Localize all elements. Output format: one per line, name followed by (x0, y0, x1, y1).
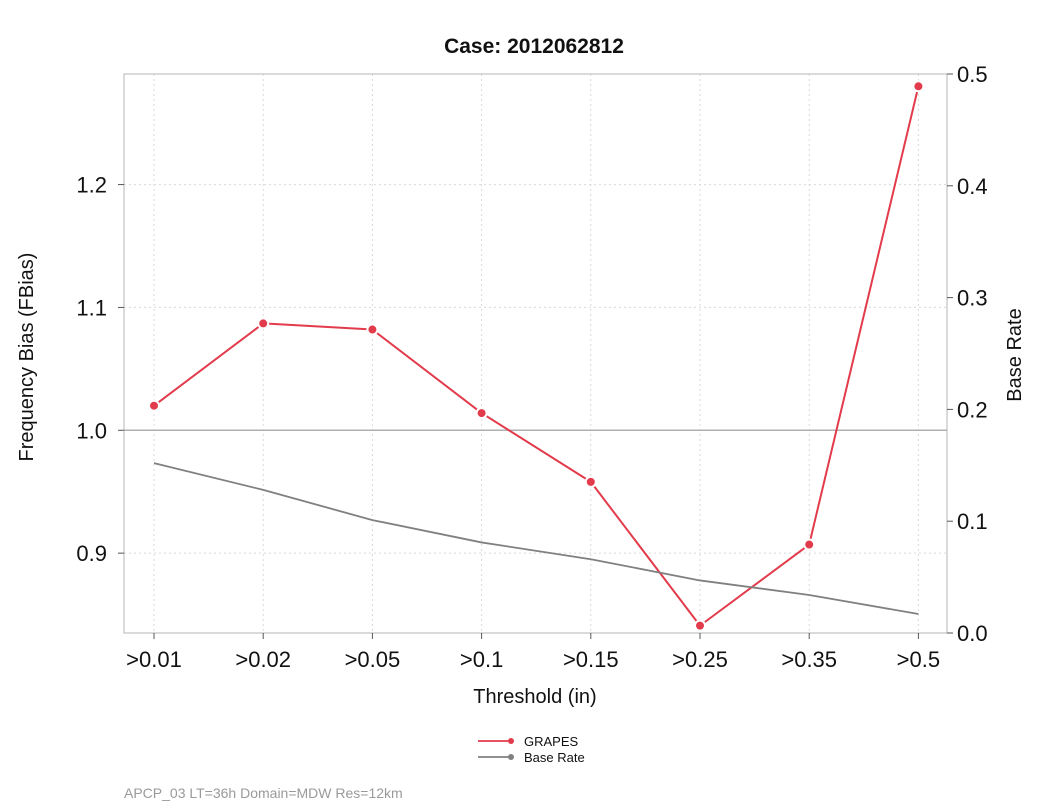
data-point-grapes (475, 407, 488, 420)
x-tick-label: >0.1 (460, 647, 503, 672)
series-line-base-rate (153, 462, 919, 615)
data-point-grapes (912, 80, 925, 93)
x-tick-label: >0.05 (345, 647, 401, 672)
footer-caption: APCP_03 LT=36h Domain=MDW Res=12km (124, 785, 403, 801)
tick-labels: >0.01 >0.02 >0.05 >0.1 >0.15 >0.25 >0.35 >0.5 0.… (76, 62, 987, 672)
legend: GRAPES Base Rate (478, 734, 585, 765)
data-point-grapes (584, 475, 597, 488)
series-layer (148, 80, 925, 632)
data-point-grapes (148, 399, 160, 412)
legend-label-base-rate: Base Rate (524, 750, 585, 765)
y2-tick-label: 0.1 (957, 509, 988, 534)
y2-axis-label: Base Rate (1004, 308, 1026, 401)
series-line-grapes (153, 86, 920, 627)
data-point-grapes (366, 323, 379, 336)
y2-tick-label: 0.3 (957, 286, 988, 311)
legend-marker-base-rate (508, 754, 514, 760)
legend-marker-grapes (508, 738, 514, 744)
plot-area-frame (123, 73, 948, 634)
data-point-grapes (803, 538, 816, 551)
y-tick-label: 1.2 (76, 173, 107, 198)
x-tick-label: >0.25 (672, 647, 728, 672)
chart-title: Case: 2012062812 (444, 35, 624, 58)
y2-tick-label: 0.0 (957, 621, 988, 646)
data-point-grapes (694, 619, 706, 632)
y-tick-label: 0.9 (76, 541, 107, 566)
y-axis-label: Frequency Bias (FBias) (16, 253, 38, 462)
x-tick-label: >0.5 (897, 647, 940, 672)
y2-tick-label: 0.2 (957, 397, 988, 422)
x-tick-label: >0.02 (235, 647, 291, 672)
data-point-grapes (257, 317, 270, 330)
x-tick-label: >0.35 (781, 647, 837, 672)
grid-lines (124, 74, 947, 633)
y2-tick-label: 0.5 (957, 62, 988, 87)
legend-label-grapes: GRAPES (524, 734, 579, 749)
x-tick-label: >0.01 (126, 647, 182, 672)
y-tick-label: 1.0 (76, 418, 107, 443)
y2-tick-label: 0.4 (957, 174, 988, 199)
x-tick-label: >0.15 (563, 647, 619, 672)
x-axis-label: Threshold (in) (473, 686, 596, 708)
y-tick-label: 1.1 (76, 295, 107, 320)
